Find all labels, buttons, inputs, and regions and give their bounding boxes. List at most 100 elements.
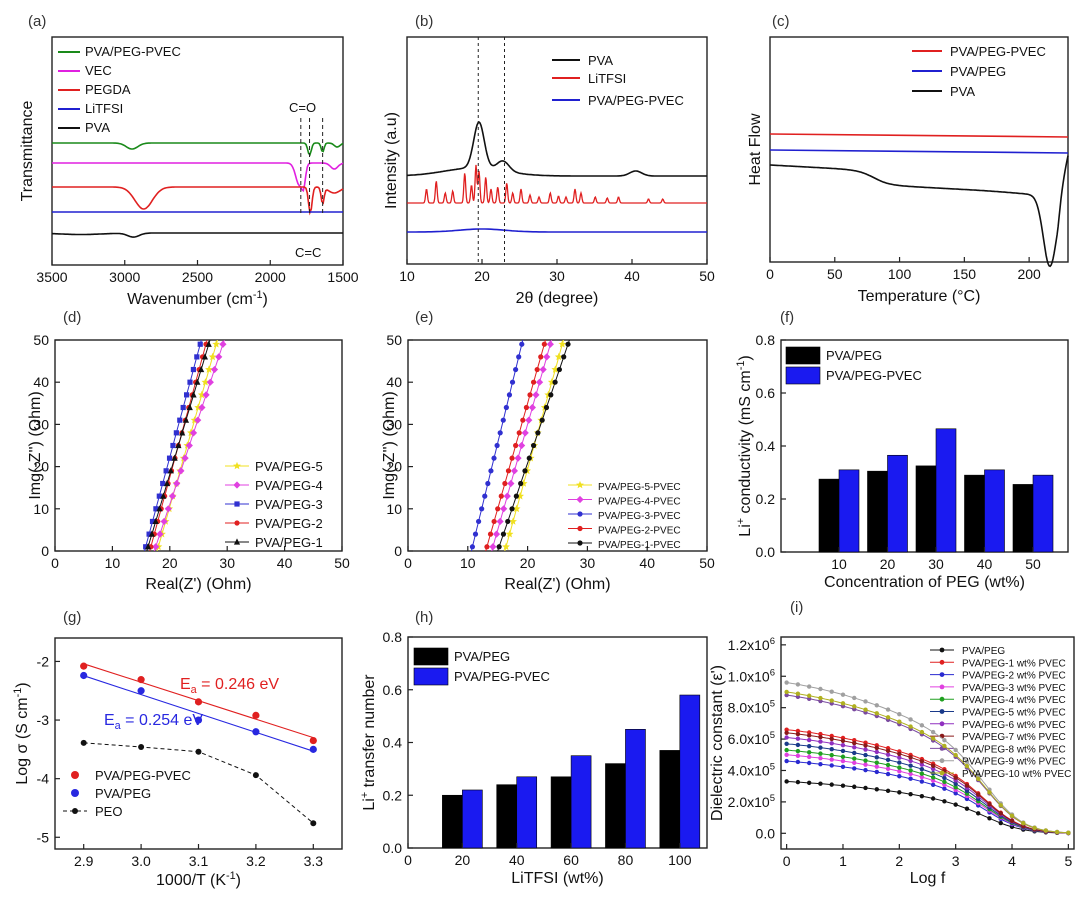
panel-d-point-pva-peg-4-7 <box>181 454 189 462</box>
panel-d-point-pva-peg-5-14 <box>205 365 213 373</box>
panel-i-point-pva-peg-6-wt-pvec-7 <box>863 747 868 752</box>
panel-i-point-pva-peg-6-wt-pvec-5 <box>840 743 846 748</box>
panel-h-legend-swatch-1 <box>413 667 449 686</box>
panel-a-series-4 <box>51 232 343 238</box>
panel-i-ytick-6-part-0: 1.2x10 <box>728 637 770 653</box>
panel-e-legend-2: PVA/PEG-3-PVEC <box>598 511 681 522</box>
panel-g-ylabel-part-2: ) <box>14 682 31 687</box>
panel-h-bar-pva-peg-pvec-40 <box>516 776 538 849</box>
panel-e-point-pva-peg-1-pvec-14 <box>556 366 563 373</box>
panel-a-legend-2: PEGDA <box>85 82 131 97</box>
panel-i-point-pva-peg-10-wt-pvec-3 <box>818 695 823 701</box>
panel-d-point-pva-peg-3-9 <box>173 430 179 436</box>
panel-d-point-pva-peg-1-2 <box>152 517 159 525</box>
panel-i-legend-8: PVA/PEG-8 wt% PVEC <box>962 744 1066 755</box>
panel-h-xtick-5: 100 <box>668 852 692 868</box>
panel-e-point-pva-peg-4-pvec-6 <box>510 467 519 475</box>
panel-g-legend-2: PEO <box>95 804 122 819</box>
panel-g-xtick-2: 3.1 <box>189 853 209 869</box>
panel-e-point-pva-peg-1-pvec-9 <box>535 430 541 436</box>
panel-h-bar-pva-peg-20 <box>442 794 463 849</box>
panel-i-point-pva-peg-3-wt-pvec-0 <box>784 752 789 757</box>
panel-e-point-pva-peg-2-pvec-8 <box>513 442 519 449</box>
panel-e-ytick-1: 10 <box>386 501 402 517</box>
panel-e-point-pva-peg-1-pvec-1 <box>500 531 507 537</box>
panel-e-point-pva-peg-3-pvec-1 <box>472 531 479 537</box>
panel-i-point-pva-peg-7-wt-pvec-20 <box>1009 818 1015 824</box>
panel-e-point-pva-peg-1-pvec-2 <box>505 518 511 525</box>
panel-h-bar-pva-peg-40 <box>496 784 518 849</box>
panel-e-point-pva-peg-2-pvec-9 <box>516 430 522 436</box>
panel-i-ytick-0-part-0: 0.0 <box>756 825 776 841</box>
panel-i-legend-marker-4 <box>939 696 945 702</box>
panel-e-legend-0: PVA/PEG-5-PVEC <box>598 482 681 493</box>
panel-i-legend-marker-3 <box>939 684 945 690</box>
panel-f-bar-pva-peg-40 <box>964 474 985 553</box>
panel-i-point-pva-peg-4-wt-pvec-6 <box>852 756 857 761</box>
panel-a-legend-3: LiTFSI <box>85 101 123 116</box>
panel-i-ytick-3: 6.0x105 <box>728 730 775 747</box>
panel-i-ytick-3-part-0: 6.0x10 <box>728 731 770 747</box>
panel-i-point-pva-peg-3-wt-pvec-7 <box>863 762 868 767</box>
panel-a-annotation-co: C=O <box>289 100 316 115</box>
panel-d-point-pva-peg-4-1 <box>156 530 164 538</box>
panel-i-ytick-2-part-1: 5 <box>770 761 775 772</box>
panel-g-legend-marker-2 <box>72 808 78 814</box>
panel-b-ylabel: Intensity (a.u) <box>383 112 400 209</box>
panel-d-point-pva-peg-3-7 <box>166 455 173 461</box>
panel-f-bar-pva-peg-pvec-30 <box>935 428 957 553</box>
panel-i-point-pva-peg-4-wt-pvec-10 <box>897 765 902 770</box>
panel-i-point-pva-peg-2-wt-pvec-12 <box>919 779 925 784</box>
panel-i-point-pva-peg-7-wt-pvec-13 <box>930 763 936 769</box>
panel-g-xlabel-part-1: -1 <box>226 870 236 882</box>
panel-i-point-pva-peg-4-wt-pvec-8 <box>874 760 879 765</box>
panel-a-series-2 <box>52 186 344 216</box>
panel-c-xtick-4: 200 <box>1017 266 1041 282</box>
panel-f-ylabel-part-4: ) <box>737 355 754 360</box>
panel-i-legend-3: PVA/PEG-3 wt% PVEC <box>962 683 1066 694</box>
panel-e-point-pva-peg-4-pvec-8 <box>518 441 526 450</box>
panel-i-point-pva-peg-7-wt-pvec-0 <box>784 730 789 735</box>
panel-g-legend-1: PVA/PEG <box>95 786 151 801</box>
panel-i-xtick-4: 4 <box>1008 853 1016 869</box>
panel-i-point-pva-peg-9-wt-pvec-5 <box>840 692 846 697</box>
panel-g-annotation-1: Ea = 0.254 eV <box>104 712 203 732</box>
panel-e-legend-marker-3 <box>577 525 583 532</box>
panel-a-xlabel-part-2: ) <box>263 291 268 308</box>
panel-b-legend-1: LiTFSI <box>588 71 626 86</box>
panel-d-ytick-3: 30 <box>33 416 49 432</box>
panel-e-point-pva-peg-5-pvec-15 <box>554 352 563 361</box>
panel-g-point-pva-peg-4 <box>309 745 317 753</box>
panel-c-xtick-3: 150 <box>953 266 977 282</box>
panel-e-ytick-2: 20 <box>386 459 402 475</box>
panel-i-point-pva-peg-10-wt-pvec-15 <box>953 752 958 758</box>
panel-f-ylabel-part-2: conductivity (mS cm <box>737 370 754 518</box>
panel-e-point-pva-peg-2-pvec-6 <box>505 468 512 474</box>
panel-g-xlabel-part-2: ) <box>236 872 241 889</box>
panel-i-point-pva-peg-10-wt-pvec-2 <box>806 693 812 698</box>
panel-a-xtick-1: 3000 <box>109 269 140 285</box>
panel-d-frame <box>54 339 343 552</box>
panel-i-point-pva-peg-7-wt-pvec-19 <box>998 811 1003 816</box>
panel-i-point-pva-peg-10-wt-pvec-8 <box>874 711 879 716</box>
panel-i-point-pva-peg-6-wt-pvec-11 <box>908 758 913 764</box>
panel-b-legend-0: PVA <box>588 53 613 68</box>
panel-i-point-pva-peg-7 <box>863 785 868 791</box>
panel-g-point-pva-peg-pvec-4 <box>309 736 317 745</box>
panel-i-point-pva-peg-6-wt-pvec-13 <box>930 766 936 772</box>
panel-i-point-pva-peg-7-wt-pvec-5 <box>840 738 846 744</box>
panel-h-xtick-4: 80 <box>618 852 634 868</box>
panel-e-point-pva-peg-5-pvec-2 <box>509 517 517 525</box>
panel-i-point-pva-peg-5-wt-pvec-8 <box>874 755 879 760</box>
panel-label-e: (e) <box>415 309 433 326</box>
panel-i-point-pva-peg-7-wt-pvec-18 <box>987 802 992 807</box>
panel-i-ytick-5-part-0: 1.0x10 <box>728 668 770 684</box>
panel-g-xtick-3: 3.2 <box>246 853 266 869</box>
panel-d-point-pva-peg-4-12 <box>202 391 210 399</box>
panel-i-point-pva-peg-7-wt-pvec-1 <box>795 731 801 737</box>
panel-c-series-2 <box>769 155 1069 268</box>
panel-d-legend-0: PVA/PEG-5 <box>255 459 323 474</box>
panel-i-point-pva-peg-19 <box>998 820 1003 826</box>
panel-i-point-pva-peg-4-wt-pvec-3 <box>818 751 823 756</box>
panel-i-point-pva-peg-9-wt-pvec-12 <box>919 723 925 728</box>
